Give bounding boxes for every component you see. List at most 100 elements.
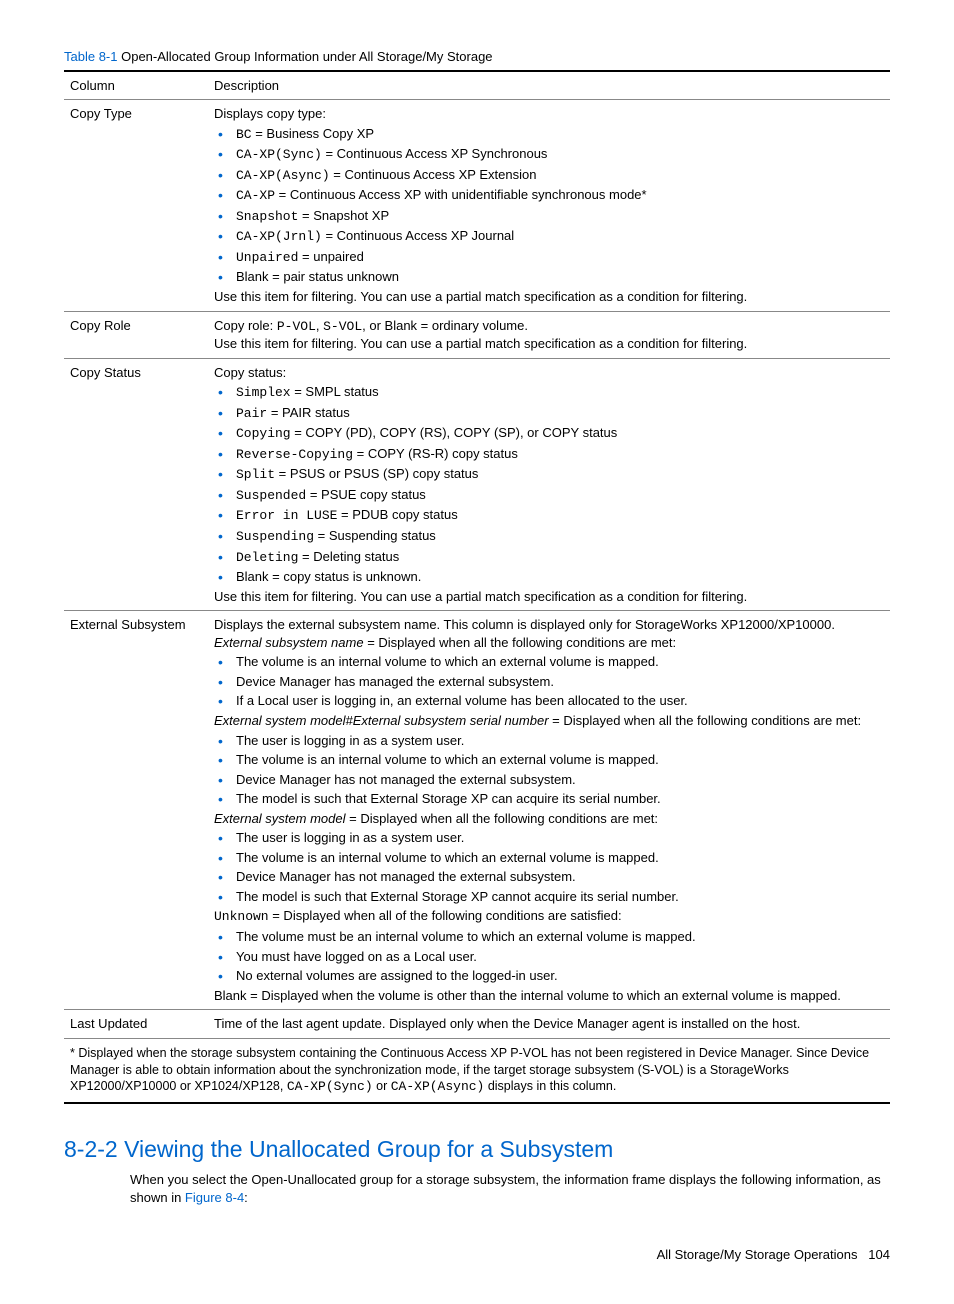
desc: Blank = copy status is unknown. [236, 569, 421, 584]
row-content: Time of the last agent update. Displayed… [208, 1010, 890, 1039]
code: CA-XP(Async) [236, 168, 330, 183]
list-item: The model is such that External Storage … [214, 790, 882, 808]
list-item: Deleting = Deleting status [214, 548, 882, 567]
desc: = Snapshot XP [298, 208, 389, 223]
row-content: Displays the external subsystem name. Th… [208, 611, 890, 1010]
text: = Displayed when all of the following co… [269, 908, 622, 923]
desc: = Continuous Access XP Extension [330, 167, 537, 182]
list-item: The model is such that External Storage … [214, 888, 882, 906]
list-item: CA-XP(Async) = Continuous Access XP Exte… [214, 166, 882, 185]
list-item: Suspending = Suspending status [214, 527, 882, 546]
text: Copy role: [214, 318, 277, 333]
list-item: Copying = COPY (PD), COPY (RS), COPY (SP… [214, 424, 882, 443]
code: BC [236, 127, 252, 142]
intro-text: Displays copy type: [214, 106, 326, 121]
desc: = Continuous Access XP with unidentifiab… [275, 187, 647, 202]
code: Unknown [214, 909, 269, 924]
bullet-list: The volume is an internal volume to whic… [214, 653, 882, 710]
list-item: The volume is an internal volume to whic… [214, 653, 882, 671]
code: CA-XP [236, 188, 275, 203]
desc: = Suspending status [314, 528, 436, 543]
desc: = Continuous Access XP Journal [322, 228, 514, 243]
list-item: Simplex = SMPL status [214, 383, 882, 402]
desc: = COPY (RS-R) copy status [353, 446, 518, 461]
list-item: The user is logging in as a system user. [214, 829, 882, 847]
list-item: Unpaired = unpaired [214, 248, 882, 267]
row-label: Copy Status [64, 358, 208, 611]
list-item: Split = PSUS or PSUS (SP) copy status [214, 465, 882, 484]
table-row: External Subsystem Displays the external… [64, 611, 890, 1010]
code: S-VOL [323, 319, 362, 334]
code: CA-XP(Sync) [236, 147, 322, 162]
table-title: Open-Allocated Group Information under A… [117, 49, 492, 64]
italic-text: External subsystem name [214, 635, 364, 650]
list-item: BC = Business Copy XP [214, 125, 882, 144]
table-row: Copy Status Copy status: Simplex = SMPL … [64, 358, 890, 611]
text: or [373, 1079, 391, 1093]
row-label: Copy Type [64, 100, 208, 311]
list-item: No external volumes are assigned to the … [214, 967, 882, 985]
desc: Blank = pair status unknown [236, 269, 399, 284]
list-item: CA-XP(Sync) = Continuous Access XP Synch… [214, 145, 882, 164]
bullet-list: Simplex = SMPL status Pair = PAIR status… [214, 383, 882, 585]
list-item: Pair = PAIR status [214, 404, 882, 423]
table-row: Copy Type Displays copy type: BC = Busin… [64, 100, 890, 311]
table-caption: Table 8-1 Open-Allocated Group Informati… [64, 48, 890, 66]
header-description: Description [208, 71, 890, 100]
text: = Displayed when all the following condi… [549, 713, 862, 728]
list-item: Reverse-Copying = COPY (RS-R) copy statu… [214, 445, 882, 464]
desc: = unpaired [298, 249, 363, 264]
code: Suspended [236, 488, 306, 503]
text: Displays the external subsystem name. Th… [214, 617, 835, 632]
list-item: CA-XP = Continuous Access XP with uniden… [214, 186, 882, 205]
italic-text: External system model#External subsystem… [214, 713, 549, 728]
list-item: If a Local user is logging in, an extern… [214, 692, 882, 710]
list-item: The user is logging in as a system user. [214, 732, 882, 750]
bullet-list: The user is logging in as a system user.… [214, 732, 882, 808]
tail-text: Use this item for filtering. You can use… [214, 336, 747, 351]
footnote-row: * Displayed when the storage subsystem c… [64, 1038, 890, 1103]
code: Simplex [236, 385, 291, 400]
desc: = PAIR status [267, 405, 350, 420]
text: , or Blank = ordinary volume. [362, 318, 528, 333]
code: Pair [236, 406, 267, 421]
header-row: Column Description [64, 71, 890, 100]
bullet-list: BC = Business Copy XP CA-XP(Sync) = Cont… [214, 125, 882, 286]
section-paragraph: When you select the Open-Unallocated gro… [130, 1171, 890, 1206]
row-label: External Subsystem [64, 611, 208, 1010]
table-row: Copy Role Copy role: P-VOL, S-VOL, or Bl… [64, 311, 890, 358]
row-content: Copy status: Simplex = SMPL status Pair … [208, 358, 890, 611]
footnote-text: * Displayed when the storage subsystem c… [64, 1038, 890, 1103]
row-content: Copy role: P-VOL, S-VOL, or Blank = ordi… [208, 311, 890, 358]
list-item: Device Manager has managed the external … [214, 673, 882, 691]
footer-text: All Storage/My Storage Operations [657, 1247, 858, 1262]
desc: = PSUE copy status [306, 487, 426, 502]
list-item: The volume must be an internal volume to… [214, 928, 882, 946]
desc: = PSUS or PSUS (SP) copy status [275, 466, 478, 481]
section-heading: 8-2-2 Viewing the Unallocated Group for … [64, 1134, 890, 1165]
desc: = Business Copy XP [252, 126, 374, 141]
row-label: Last Updated [64, 1010, 208, 1039]
desc: = COPY (PD), COPY (RS), COPY (SP), or CO… [291, 425, 618, 440]
list-item: Blank = pair status unknown [214, 268, 882, 286]
code: Unpaired [236, 250, 298, 265]
code: P-VOL [277, 319, 316, 334]
bullet-list: The user is logging in as a system user.… [214, 829, 882, 905]
list-item: Snapshot = Snapshot XP [214, 207, 882, 226]
row-content: Displays copy type: BC = Business Copy X… [208, 100, 890, 311]
code: Error in LUSE [236, 508, 337, 523]
table-row: Last Updated Time of the last agent upda… [64, 1010, 890, 1039]
desc: = Continuous Access XP Synchronous [322, 146, 548, 161]
desc: = Deleting status [298, 549, 399, 564]
intro-text: Copy status: [214, 365, 286, 380]
figure-link[interactable]: Figure 8-4 [185, 1190, 244, 1205]
code: CA-XP(Sync) [287, 1079, 373, 1094]
list-item: Device Manager has not managed the exter… [214, 771, 882, 789]
list-item: Error in LUSE = PDUB copy status [214, 506, 882, 525]
desc: = SMPL status [291, 384, 379, 399]
text: = Displayed when all the following condi… [364, 635, 677, 650]
desc: = PDUB copy status [337, 507, 457, 522]
code: Reverse-Copying [236, 447, 353, 462]
page-footer: All Storage/My Storage Operations 104 [64, 1246, 890, 1264]
row-label: Copy Role [64, 311, 208, 358]
